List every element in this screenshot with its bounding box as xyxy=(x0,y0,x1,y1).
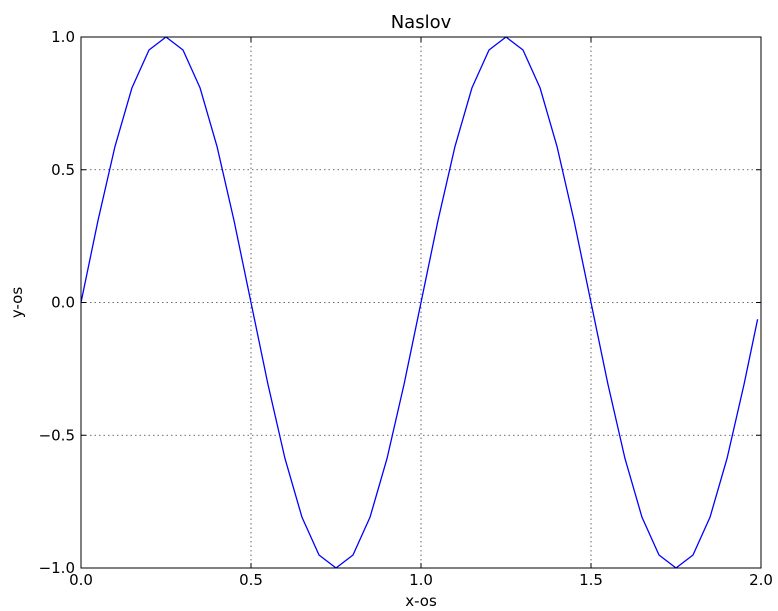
y-axis-title: y-os xyxy=(8,287,26,318)
y-tick-label: 1.0 xyxy=(51,28,75,46)
tick-layer: 0.0 0.5 1.0 1.5 2.0 −1.0 −0.5 0.0 0.5 1.0 xyxy=(39,28,773,589)
x-axis-title: x-os xyxy=(405,592,437,610)
series-line xyxy=(80,36,759,569)
y-tick-label: −1.0 xyxy=(39,559,75,577)
x-tick-label: 2.0 xyxy=(749,571,773,589)
y-tick-label: 0.5 xyxy=(51,161,75,179)
x-tick-label: 1.0 xyxy=(409,571,433,589)
y-tick-label: −0.5 xyxy=(39,426,75,444)
x-tick-label: 0.5 xyxy=(239,571,263,589)
chart-title: Naslov xyxy=(391,12,452,33)
y-tick-label: 0.0 xyxy=(51,294,75,312)
series-layer xyxy=(80,36,759,569)
x-tick-label: 0.0 xyxy=(69,571,93,589)
x-tick-label: 1.5 xyxy=(579,571,603,589)
